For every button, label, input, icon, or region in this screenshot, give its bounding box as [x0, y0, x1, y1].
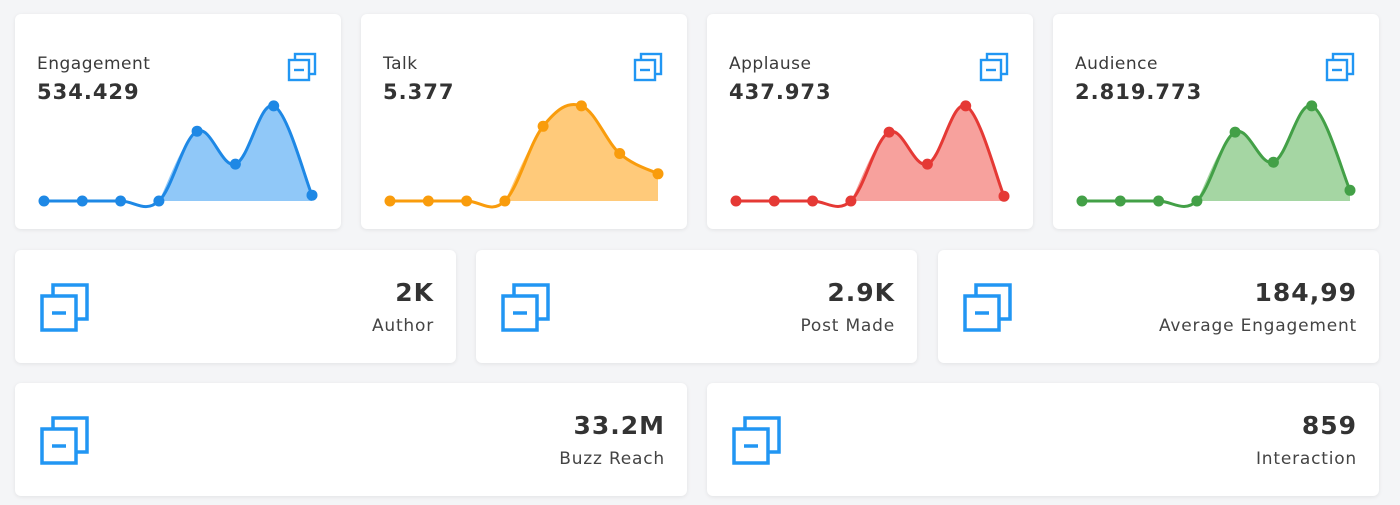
sparkline-point [1344, 184, 1356, 196]
sparkline-point [998, 190, 1010, 202]
copy-icon[interactable] [500, 282, 552, 334]
card-title: Talk [383, 54, 418, 74]
sparkline-point [229, 158, 241, 170]
card-value: 437.973 [729, 80, 832, 104]
interaction-card: 859 Interaction [707, 383, 1379, 496]
sparkline-point [537, 120, 549, 132]
stat-label: Buzz Reach [559, 449, 665, 469]
card-value: 5.377 [383, 80, 455, 104]
stat-value: 33.2M [573, 411, 665, 440]
applause-sparkline [730, 100, 1010, 208]
sparkline-point [768, 195, 780, 207]
card-value: 534.429 [37, 80, 140, 104]
sparkline-area [504, 104, 658, 201]
engagement-sparkline [38, 100, 318, 209]
engagement-card: Engagement 534.429 [15, 14, 341, 229]
stat-value: 2.9K [827, 278, 895, 307]
stat-label: Post Made [800, 316, 895, 336]
copy-icon[interactable] [39, 282, 91, 334]
sparkline-point [1267, 156, 1279, 168]
sparkline-point [960, 100, 972, 112]
sparkline-area [850, 105, 1004, 201]
copy-icon[interactable] [39, 415, 91, 467]
audience-card: Audience 2.819.773 [1053, 14, 1379, 229]
sparkline-point [1306, 100, 1318, 112]
sparkline-area [158, 105, 312, 201]
talk-card: Talk 5.377 [361, 14, 687, 229]
sparkline-point [191, 125, 203, 137]
sparkline-point [461, 195, 473, 207]
sparkline-point [1153, 195, 1165, 207]
copy-icon[interactable] [979, 52, 1009, 82]
sparkline-point [1114, 195, 1126, 207]
copy-icon[interactable] [731, 415, 783, 467]
sparkline-point [115, 195, 127, 207]
stat-label: Interaction [1255, 449, 1357, 469]
sparkline-point [614, 148, 626, 159]
sparkline-point [268, 100, 280, 112]
sparkline-point [1191, 195, 1203, 207]
sparkline-point [38, 195, 50, 207]
average-engagement-card: 184,99 Average Engagement [938, 250, 1379, 363]
sparkline-line [1081, 104, 1352, 208]
audience-sparkline [1076, 100, 1356, 208]
sparkline-point [1229, 126, 1241, 138]
card-value: 2.819.773 [1075, 80, 1203, 104]
stat-label: Average Engagement [1158, 316, 1357, 336]
sparkline-point [730, 195, 742, 207]
card-title: Audience [1075, 54, 1158, 74]
sparkline-point [306, 189, 318, 201]
applause-card: Applause 437.973 [707, 14, 1033, 229]
sparkline-point [652, 168, 664, 180]
buzz-reach-card: 33.2M Buzz Reach [15, 383, 687, 496]
sparkline-line [389, 103, 659, 209]
sparkline-point [1076, 195, 1088, 207]
sparkline-point [575, 100, 587, 112]
sparkline-point [499, 195, 511, 207]
copy-icon[interactable] [962, 282, 1014, 334]
sparkline-point [845, 195, 857, 207]
sparkline-line [43, 104, 314, 209]
sparkline-point [76, 195, 88, 207]
talk-sparkline [384, 100, 664, 209]
sparkline-point [153, 195, 165, 207]
sparkline-point [921, 158, 933, 170]
sparkline-point [807, 195, 819, 207]
sparkline-line [735, 104, 1006, 208]
stat-value: 859 [1301, 411, 1357, 440]
copy-icon[interactable] [287, 52, 317, 82]
copy-icon[interactable] [1325, 52, 1355, 82]
sparkline-point [422, 195, 434, 207]
card-title: Engagement [37, 54, 151, 74]
post-made-card: 2.9K Post Made [476, 250, 917, 363]
copy-icon[interactable] [633, 52, 663, 82]
sparkline-area [1196, 105, 1350, 201]
stat-value: 2K [395, 278, 434, 307]
sparkline-point [883, 126, 895, 138]
stat-value: 184,99 [1254, 278, 1357, 307]
stat-label: Author [371, 316, 434, 336]
sparkline-point [384, 195, 396, 207]
author-card: 2K Author [15, 250, 456, 363]
card-title: Applause [729, 54, 812, 74]
